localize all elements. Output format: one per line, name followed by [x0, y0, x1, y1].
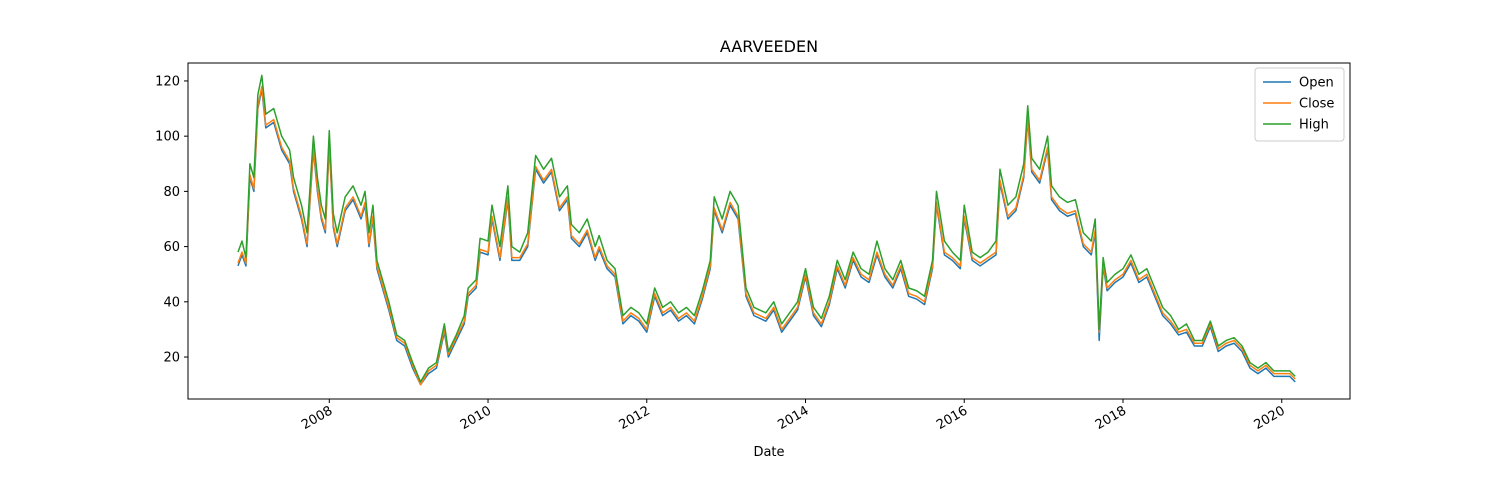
x-tick-label: 2012 — [617, 403, 653, 433]
y-tick-label: 80 — [163, 185, 180, 200]
legend-box — [1254, 67, 1345, 142]
x-axis-label: Date — [753, 445, 784, 460]
x-tick-label: 2010 — [458, 403, 494, 433]
y-tick-label: 20 — [163, 351, 180, 366]
y-tick-label: 120 — [155, 74, 180, 89]
x-tick-label: 2008 — [299, 403, 335, 433]
chart-title: AARVEEDEN — [720, 37, 818, 56]
plot-lines — [237, 74, 1296, 386]
x-tick-label: 2020 — [1252, 403, 1288, 433]
series-line — [237, 74, 1296, 383]
legend-label: Open — [1299, 76, 1334, 91]
legend-label: High — [1299, 118, 1329, 133]
y-tick-label: 40 — [163, 295, 180, 310]
legend-label: Close — [1299, 97, 1334, 112]
y-tick-label: 60 — [163, 240, 180, 255]
plot-frame — [187, 62, 1351, 400]
y-tick-label: 100 — [155, 130, 180, 145]
x-tick-label: 2018 — [1093, 403, 1129, 433]
series-line — [237, 88, 1296, 386]
x-tick-label: 2016 — [934, 403, 970, 433]
x-tick-label: 2014 — [775, 403, 811, 433]
